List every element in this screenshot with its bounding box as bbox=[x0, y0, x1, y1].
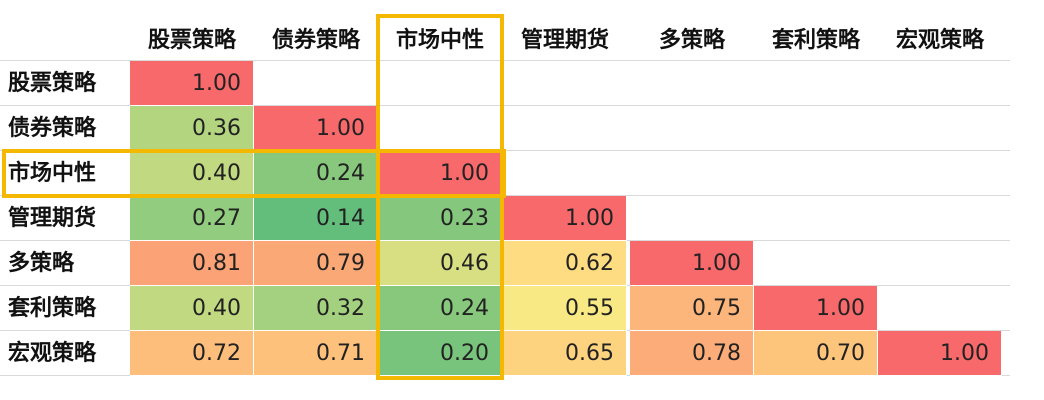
heatmap-cell: 0.75 bbox=[630, 286, 754, 331]
heatmap-cell: 1.00 bbox=[878, 331, 1002, 376]
heatmap-cell: 0.32 bbox=[254, 286, 378, 331]
column-header: 债券策略 bbox=[271, 28, 360, 53]
column-header: 多策略 bbox=[658, 28, 725, 53]
row-header: 宏观策略 bbox=[8, 341, 97, 366]
heatmap-cell: 1.00 bbox=[254, 106, 378, 151]
heatmap-cell: 0.79 bbox=[254, 241, 378, 286]
column-header: 套利策略 bbox=[771, 28, 860, 53]
heatmap-cell: 0.62 bbox=[503, 241, 627, 286]
column-header: 股票策略 bbox=[147, 28, 236, 53]
row-header: 多策略 bbox=[8, 251, 75, 276]
heatmap-cell: 0.55 bbox=[503, 286, 627, 331]
row-header: 债券策略 bbox=[8, 116, 97, 141]
row-header: 套利策略 bbox=[8, 296, 97, 321]
row-header: 管理期货 bbox=[8, 206, 97, 231]
header-divider bbox=[0, 60, 1010, 61]
heatmap-cell: 0.70 bbox=[754, 331, 878, 376]
heatmap-cell: 0.14 bbox=[254, 196, 378, 241]
heatmap-cell: 1.00 bbox=[130, 61, 254, 106]
heatmap-cell: 0.40 bbox=[130, 151, 254, 196]
row-header: 市场中性 bbox=[8, 161, 97, 186]
heatmap-cell: 0.36 bbox=[130, 106, 254, 151]
heatmap-cell: 0.40 bbox=[130, 286, 254, 331]
heatmap-cell: 0.65 bbox=[503, 331, 627, 376]
heatmap-cell: 1.00 bbox=[378, 151, 502, 196]
column-header: 市场中性 bbox=[395, 28, 484, 53]
column-header: 管理期货 bbox=[520, 28, 609, 53]
heatmap-cell: 0.27 bbox=[130, 196, 254, 241]
column-header: 宏观策略 bbox=[895, 28, 984, 53]
heatmap-cell: 0.78 bbox=[630, 331, 754, 376]
heatmap-cell: 0.23 bbox=[378, 196, 502, 241]
heatmap-cell: 1.00 bbox=[754, 286, 878, 331]
heatmap-cell: 0.24 bbox=[254, 151, 378, 196]
heatmap-cell: 0.81 bbox=[130, 241, 254, 286]
heatmap-cell: 1.00 bbox=[503, 196, 627, 241]
heatmap-cell: 0.71 bbox=[254, 331, 378, 376]
heatmap-cell: 0.46 bbox=[378, 241, 502, 286]
heatmap-cell: 0.24 bbox=[378, 286, 502, 331]
heatmap-cell: 1.00 bbox=[630, 241, 754, 286]
heatmap-cell: 0.72 bbox=[130, 331, 254, 376]
heatmap-cell: 0.20 bbox=[378, 331, 502, 376]
row-header: 股票策略 bbox=[8, 71, 97, 96]
row-divider bbox=[0, 105, 1010, 106]
